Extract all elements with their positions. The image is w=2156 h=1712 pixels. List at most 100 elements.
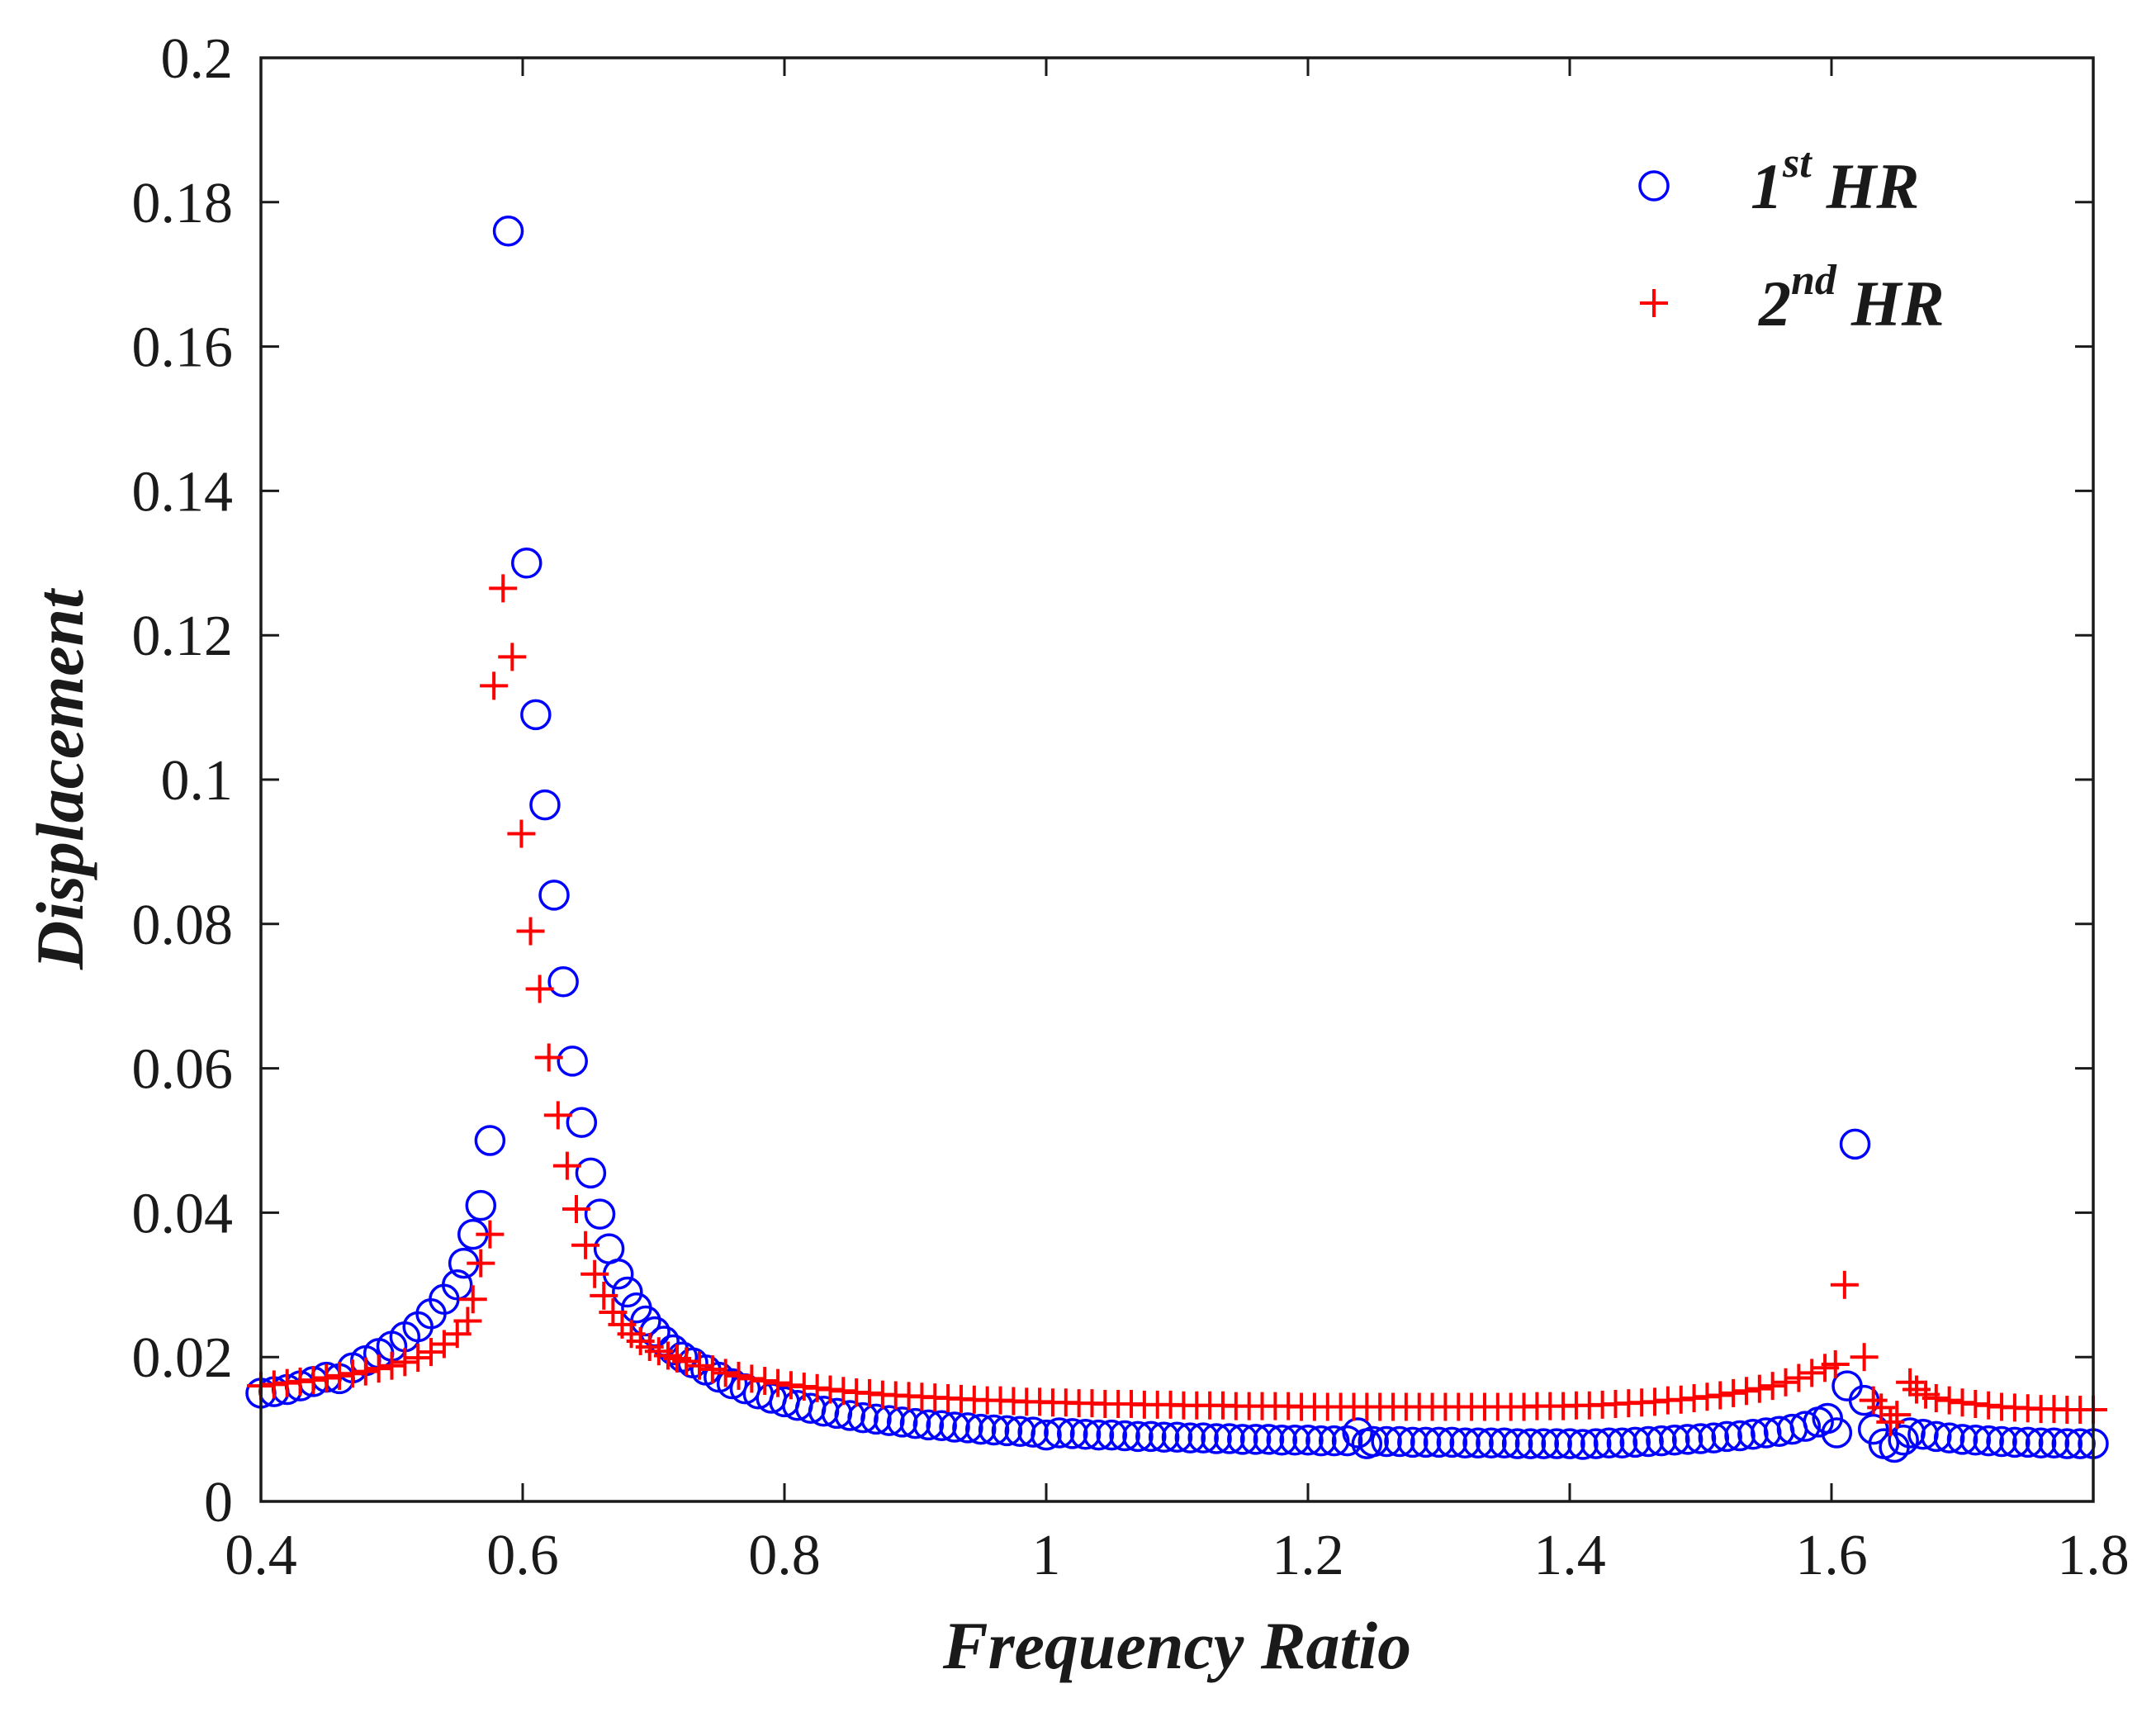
data-point-1st-hr [529, 789, 561, 821]
data-point-1st-hr [1671, 1424, 1703, 1455]
data-point-2nd-hr [737, 1364, 766, 1393]
data-point-2nd-hr [312, 1363, 341, 1392]
data-point-1st-hr [1659, 1424, 1690, 1456]
data-point-1st-hr [847, 1401, 879, 1434]
data-point-2nd-hr [534, 1043, 563, 1072]
data-point-2nd-hr [552, 1151, 581, 1180]
data-point-1st-hr [2025, 1427, 2057, 1458]
data-point-1st-hr [1331, 1425, 1363, 1457]
data-point-2nd-hr [1921, 1384, 1950, 1413]
y-tick-label: 0.18 [132, 172, 234, 235]
data-point-2nd-hr [516, 917, 545, 946]
data-point-1st-hr [1069, 1418, 1102, 1450]
x-tick-label: 1.6 [1795, 1524, 1868, 1587]
data-point-1st-hr [1239, 1424, 1272, 1455]
data-point-1st-hr [1619, 1426, 1651, 1458]
data-point-2nd-hr [1821, 1349, 1850, 1378]
data-point-1st-hr [1161, 1421, 1193, 1453]
marks-layer [245, 216, 2109, 1463]
data-point-1st-hr [1017, 1416, 1049, 1448]
data-point-1st-hr [1821, 1417, 1853, 1449]
data-point-1st-hr [1489, 1427, 1520, 1458]
data-point-1st-hr [860, 1403, 892, 1435]
data-point-1st-hr [584, 1198, 616, 1230]
data-point-1st-hr [1266, 1424, 1298, 1456]
data-point-1st-hr [1879, 1431, 1910, 1463]
data-point-2nd-hr [453, 1307, 482, 1335]
data-point-2nd-hr [543, 1101, 572, 1130]
data-point-1st-hr [1083, 1419, 1115, 1451]
data-point-2nd-hr [338, 1359, 367, 1388]
data-point-2nd-hr [571, 1231, 600, 1259]
data-point-1st-hr [612, 1276, 643, 1308]
y-tick-label: 0.06 [132, 1038, 234, 1102]
data-point-1st-hr [511, 548, 543, 579]
data-point-1st-hr [716, 1368, 748, 1400]
data-point-2nd-hr [562, 1195, 590, 1224]
legend: 1st HR 2nd HR [1638, 140, 1945, 339]
y-tick-label: 0.14 [132, 460, 234, 524]
data-point-1st-hr [1135, 1420, 1167, 1453]
data-point-2nd-hr [1850, 1343, 1879, 1372]
data-point-1st-hr [965, 1413, 997, 1445]
data-point-1st-hr [2051, 1428, 2083, 1459]
data-point-1st-hr [1973, 1425, 2004, 1457]
data-point-1st-hr [575, 1157, 607, 1189]
y-tick-label: 0.02 [132, 1326, 234, 1390]
data-point-1st-hr [1567, 1429, 1599, 1460]
data-point-1st-hr [557, 1046, 588, 1077]
data-point-1st-hr [1514, 1428, 1547, 1459]
data-point-2nd-hr [590, 1281, 618, 1310]
data-point-1st-hr [1342, 1417, 1373, 1449]
data-point-2nd-hr [698, 1355, 727, 1384]
data-point-1st-hr [1253, 1424, 1285, 1455]
y-tick-label: 0.04 [132, 1182, 234, 1245]
data-point-1st-hr [899, 1407, 931, 1439]
legend-marker-1 [1638, 170, 1670, 202]
data-point-2nd-hr [1830, 1270, 1859, 1299]
data-point-1st-hr [1109, 1420, 1140, 1452]
data-point-1st-hr [1201, 1423, 1232, 1454]
data-point-1st-hr [1999, 1426, 2030, 1458]
data-point-1st-hr [1632, 1425, 1664, 1458]
data-point-2nd-hr [1859, 1386, 1888, 1415]
data-point-1st-hr [1959, 1424, 1992, 1456]
data-point-1st-hr [520, 699, 552, 731]
x-tick-label: 0.8 [748, 1524, 821, 1587]
data-point-1st-hr [1423, 1426, 1455, 1458]
data-point-2nd-hr [1706, 1381, 1735, 1410]
data-point-1st-hr [912, 1409, 945, 1441]
data-point-2nd-hr [1719, 1378, 1748, 1407]
data-point-2nd-hr [476, 1220, 505, 1249]
data-point-1st-hr [2012, 1426, 2044, 1458]
data-point-1st-hr [1888, 1424, 1919, 1456]
series-2-points [247, 574, 2107, 1436]
data-point-1st-hr [991, 1415, 1023, 1447]
data-point-1st-hr [1214, 1423, 1245, 1454]
data-point-1st-hr [1933, 1422, 1965, 1454]
data-point-1st-hr [1606, 1427, 1638, 1458]
legend-label-2: 2nd HR [1758, 257, 1945, 339]
y-tick-label: 0.2 [161, 27, 234, 91]
data-point-2nd-hr [1867, 1393, 1896, 1422]
data-point-2nd-hr [404, 1344, 433, 1373]
data-point-1st-hr [1501, 1428, 1533, 1459]
legend-item-1: 1st HR [1638, 140, 1919, 222]
ticks-layer: 0.4 0.6 0.8 1 1.2 1.4 1.6 1.8 0 0.02 0.04 0.06 0.08 0… [132, 27, 2130, 1587]
data-point-1st-hr [1371, 1425, 1402, 1458]
series-1-points [245, 216, 2109, 1463]
data-point-1st-hr [1839, 1128, 1871, 1160]
data-point-2nd-hr [377, 1351, 406, 1380]
data-point-2nd-hr [507, 819, 536, 848]
data-point-1st-hr [1685, 1423, 1717, 1454]
data-point-1st-hr [465, 1189, 497, 1221]
data-point-2nd-hr [1758, 1372, 1787, 1401]
data-point-1st-hr [1921, 1420, 1952, 1453]
data-point-1st-hr [952, 1412, 983, 1444]
data-point-1st-hr [1187, 1422, 1219, 1454]
data-point-2nd-hr [1883, 1401, 1912, 1430]
data-point-2nd-hr [1745, 1374, 1774, 1403]
data-point-2nd-hr [498, 643, 527, 671]
